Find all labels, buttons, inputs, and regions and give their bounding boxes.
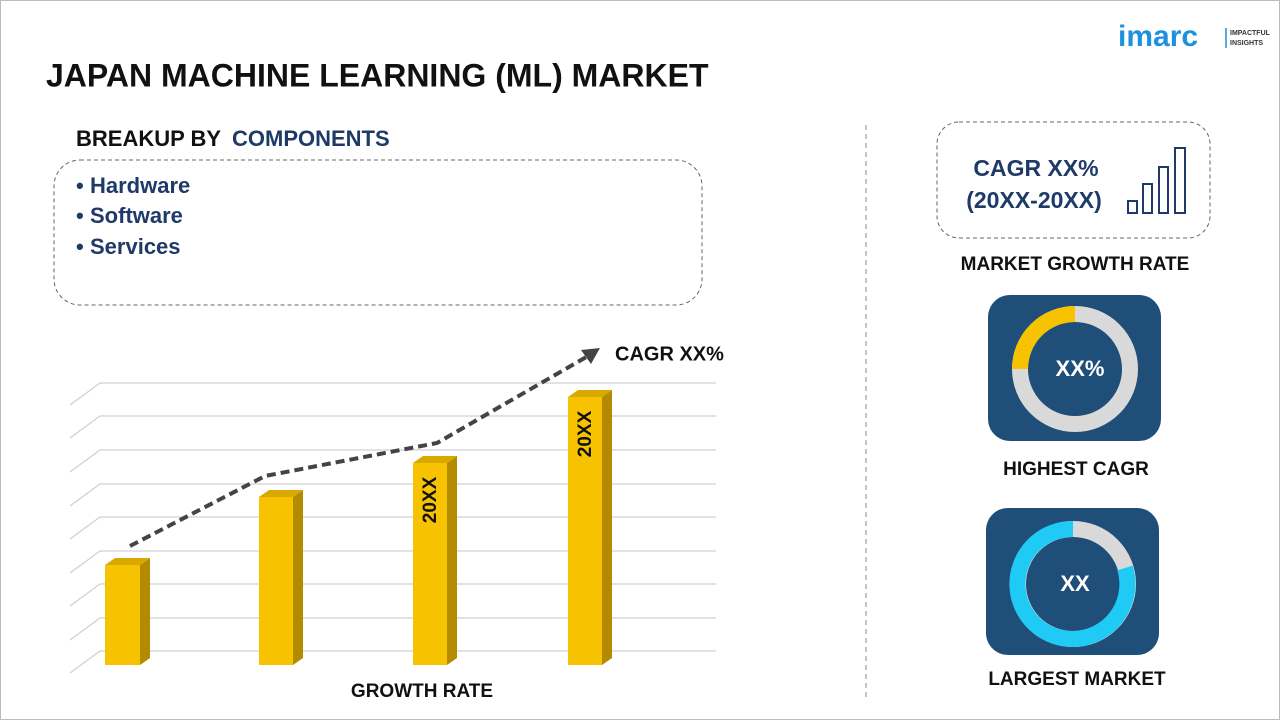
- bar: [413, 456, 457, 665]
- decorative-bars: [105, 390, 612, 665]
- bar: [568, 390, 612, 665]
- list-item: Services: [90, 234, 181, 259]
- cagr-box: [936, 121, 1211, 239]
- bar-label: 20XX: [575, 410, 596, 457]
- logo-tagline: IMPACTFUL: [1230, 30, 1271, 37]
- list-item: Hardware: [90, 173, 190, 198]
- donut-arc: [1009, 520, 1136, 647]
- donut-arc: [1012, 306, 1076, 370]
- caption: HIGHEST CAGR: [1003, 459, 1149, 480]
- decorative-grid: [69, 382, 716, 674]
- donut-value: XX: [1060, 571, 1090, 596]
- section-heading-highlight: COMPONENTS: [232, 126, 390, 151]
- bar-label: 20XX: [420, 476, 441, 523]
- cagr-label: CAGR XX%: [615, 343, 724, 365]
- page-title: JAPAN MACHINE LEARNING (ML) MARKET: [46, 57, 709, 93]
- cagr-text: CAGR XX%: [973, 155, 1098, 181]
- component-list: • Hardware • Software • Services: [76, 173, 190, 259]
- logo-tagline: INSIGHTS: [1230, 40, 1263, 47]
- donut-value: XX%: [1056, 356, 1105, 381]
- cagr-years: (20XX-20XX): [966, 187, 1102, 213]
- list-item: Software: [90, 203, 183, 228]
- bullet: •: [76, 234, 84, 259]
- axis-label: GROWTH RATE: [351, 681, 493, 702]
- growth-icon: [1127, 147, 1186, 214]
- arrow-head: [581, 348, 600, 364]
- section-heading: BREAKUP BY: [76, 126, 221, 151]
- list-box: [53, 159, 703, 306]
- logo-brand: imarc: [1118, 20, 1198, 53]
- caption: MARKET GROWTH RATE: [961, 254, 1190, 275]
- bar: [259, 490, 303, 665]
- trend-arrow: [129, 354, 589, 548]
- caption: LARGEST MARKET: [988, 669, 1166, 690]
- bar: [105, 558, 150, 665]
- bullet: •: [76, 203, 84, 228]
- bullet: •: [76, 173, 84, 198]
- logo: imarc IMPACTFUL INSIGHTS: [1118, 20, 1271, 53]
